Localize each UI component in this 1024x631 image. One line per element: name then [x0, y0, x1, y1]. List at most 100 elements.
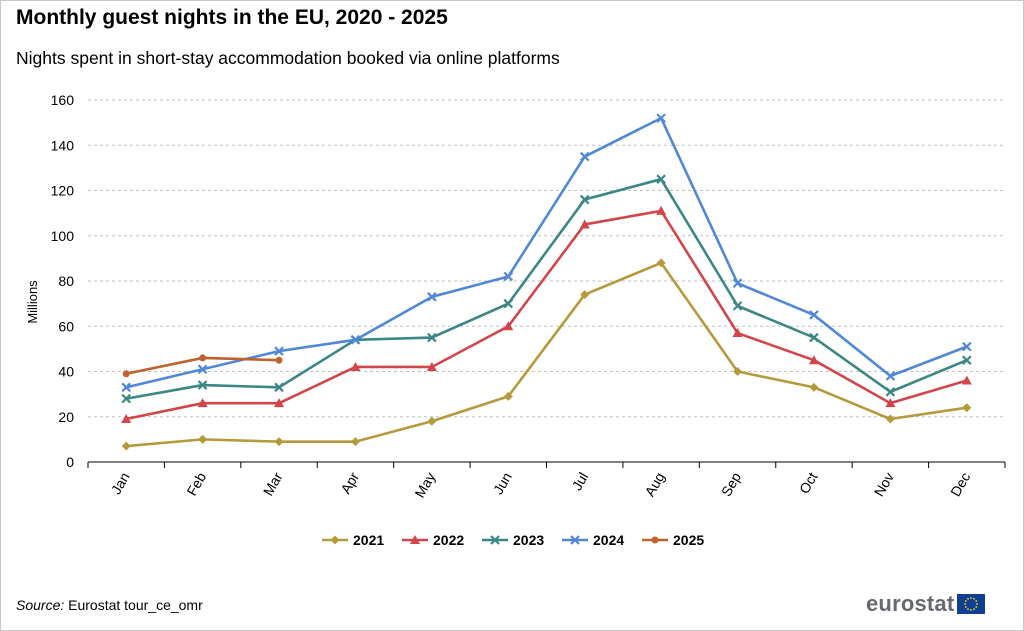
source-label: Source:: [16, 597, 65, 613]
series-2024: [121, 113, 972, 393]
legend-label: 2021: [353, 532, 384, 548]
y-tick-label: 20: [58, 409, 74, 425]
x-tick-label: Jul: [568, 470, 591, 494]
data-point: [426, 361, 437, 371]
data-point: [503, 391, 513, 401]
legend-label: 2024: [593, 532, 624, 548]
y-tick-label: 120: [51, 183, 75, 199]
data-point: [656, 205, 667, 215]
data-point: [503, 271, 514, 282]
data-point: [656, 258, 666, 268]
source-note: Source: Eurostat tour_ce_omr: [16, 597, 203, 613]
data-point: [962, 403, 972, 413]
data-point: [809, 332, 819, 343]
legend-label: 2023: [513, 532, 544, 548]
data-point: [579, 151, 590, 162]
data-point: [122, 370, 130, 378]
series-line: [125, 177, 968, 400]
data-point: [197, 380, 208, 390]
x-tick-label: Dec: [947, 470, 973, 500]
series-line: [125, 116, 968, 389]
data-point: [733, 367, 743, 376]
series-2021: [121, 258, 972, 451]
y-axis-label: Millions: [25, 280, 40, 324]
x-tick-label: Nov: [871, 470, 897, 500]
x-tick-label: Mar: [260, 469, 286, 498]
brand-text: eurostat: [866, 591, 955, 616]
legend-item-2024: 2024: [562, 532, 624, 548]
data-point: [121, 414, 132, 424]
source-text: Eurostat tour_ce_omr: [68, 597, 203, 613]
x-tick-label: Sep: [718, 469, 744, 499]
y-tick-label: 60: [58, 318, 74, 334]
x-tick-label: Oct: [796, 469, 821, 496]
eurostat-logo: eurostat: [866, 589, 986, 619]
x-tick-label: Jun: [490, 470, 515, 498]
data-point: [121, 441, 131, 451]
data-point: [350, 437, 360, 447]
y-tick-label: 80: [58, 273, 74, 289]
x-tick-label: Feb: [183, 469, 209, 498]
data-point: [427, 292, 437, 302]
y-tick-label: 100: [51, 228, 75, 244]
legend-item-2021: 2021: [322, 532, 384, 548]
data-point: [197, 364, 208, 375]
x-tick-label: Apr: [337, 469, 362, 496]
legend-item-2025: 2025: [642, 532, 704, 548]
data-point: [579, 194, 590, 205]
data-point: [885, 371, 896, 381]
data-point: [503, 298, 514, 309]
data-point: [121, 393, 131, 404]
data-point: [274, 437, 284, 447]
legend-marker: [651, 536, 659, 544]
y-tick-label: 0: [66, 454, 74, 470]
data-point: [350, 335, 361, 345]
chart-title: Monthly guest nights in the EU, 2020 - 2…: [16, 6, 448, 29]
data-point: [274, 346, 284, 356]
data-point: [275, 356, 283, 364]
data-point: [580, 290, 590, 300]
data-point: [121, 382, 131, 393]
legend-marker: [570, 535, 580, 545]
data-point: [885, 398, 896, 408]
data-point: [199, 354, 207, 362]
data-point: [809, 382, 819, 392]
x-tick-label: May: [411, 470, 438, 501]
legend-marker: [410, 535, 420, 544]
data-point: [962, 341, 972, 352]
data-point: [808, 355, 819, 365]
y-tick-label: 40: [58, 364, 74, 380]
data-point: [350, 361, 361, 371]
legend-item-2023: 2023: [482, 532, 544, 548]
series-2023: [121, 174, 972, 404]
legend-item-2022: 2022: [402, 532, 464, 548]
chart-subtitle: Nights spent in short-stay accommodation…: [16, 48, 560, 68]
legend-marker: [330, 535, 340, 545]
data-point: [274, 382, 284, 393]
data-point: [962, 355, 972, 365]
eu-flag-icon: [957, 594, 986, 614]
data-point: [503, 321, 514, 331]
data-point: [961, 375, 972, 385]
legend-marker: [490, 535, 500, 545]
data-point: [197, 398, 208, 408]
legend-label: 2022: [433, 532, 464, 548]
data-point: [885, 414, 895, 424]
data-point: [198, 434, 208, 444]
data-point: [732, 328, 743, 338]
data-point: [809, 310, 819, 320]
data-point: [427, 332, 437, 343]
x-tick-label: Jan: [108, 470, 133, 498]
series-2025: [122, 354, 283, 378]
x-tick-label: Aug: [641, 470, 667, 500]
series-line: [126, 261, 967, 448]
data-point: [656, 174, 666, 184]
data-point: [656, 113, 666, 123]
series-line: [125, 209, 968, 421]
y-tick-label: 160: [51, 92, 75, 108]
data-point: [732, 278, 743, 289]
data-point: [579, 219, 590, 229]
y-tick-label: 140: [51, 137, 75, 153]
data-point: [885, 387, 896, 397]
